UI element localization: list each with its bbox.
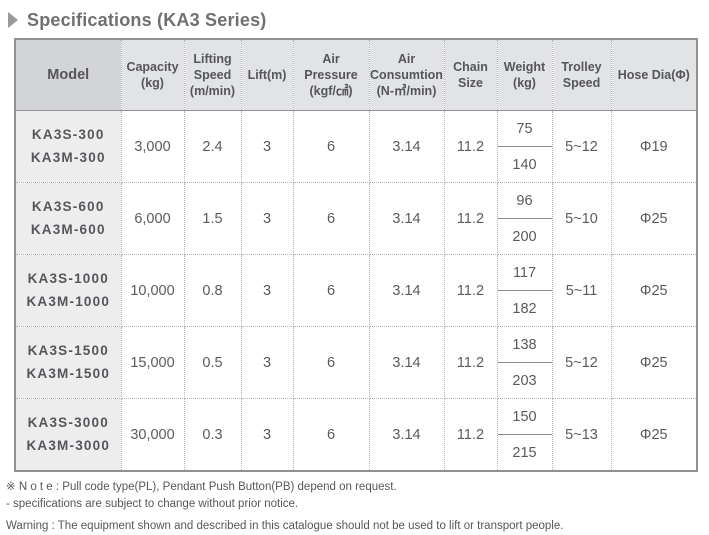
weight-split: 117 182 bbox=[498, 256, 551, 326]
cell-trolley_speed: 5~11 bbox=[551, 254, 612, 327]
weight-top-value: 117 bbox=[498, 256, 551, 291]
cell-lifting_speed: 0.3 bbox=[183, 398, 242, 472]
cell-air_consumption: 3.14 bbox=[368, 254, 445, 327]
weight-top-value: 150 bbox=[498, 399, 551, 435]
weight-bottom-value: 203 bbox=[512, 372, 537, 389]
cell-hose_dia: Φ25 bbox=[610, 182, 698, 255]
cell-capacity: 6,000 bbox=[120, 182, 185, 255]
cell-lift: 3 bbox=[240, 398, 294, 472]
warning-line: Warning : The equipment shown and descri… bbox=[6, 520, 564, 533]
table-header: Model Capacity (kg) Lifting Speed (m/min) L… bbox=[14, 38, 698, 111]
cell-air_pressure: 6 bbox=[292, 182, 370, 255]
cell-lifting_speed: 0.8 bbox=[183, 254, 242, 327]
cell-capacity: 30,000 bbox=[120, 398, 185, 472]
cell-weight: 138 203 bbox=[496, 326, 553, 399]
cell-hose_dia: Φ25 bbox=[610, 326, 698, 399]
cell-trolley_speed: 5~12 bbox=[551, 110, 612, 183]
cell-chain_size: 11.2 bbox=[443, 110, 498, 183]
column-header-air_consumption: Air Consumtion (N-㎥/min) bbox=[368, 38, 445, 111]
table-row: KA3S-3000 KA3M-3000 30,000 0.3 3 6 3.14 11.2 15… bbox=[14, 398, 698, 472]
weight-bottom-value: 215 bbox=[512, 444, 537, 461]
cell-lifting_speed: 1.5 bbox=[183, 182, 242, 255]
section-title-row: Specifications (KA3 Series) bbox=[0, 0, 709, 38]
weight-split: 75 140 bbox=[498, 112, 551, 182]
cell-lift: 3 bbox=[240, 254, 294, 327]
cell-weight: 96 200 bbox=[496, 182, 553, 255]
cell-hose_dia: Φ25 bbox=[610, 254, 698, 327]
cell-capacity: 15,000 bbox=[120, 326, 185, 399]
cell-lifting_speed: 0.5 bbox=[183, 326, 242, 399]
cell-chain_size: 11.2 bbox=[443, 182, 498, 255]
cell-air_consumption: 3.14 bbox=[368, 398, 445, 472]
note-line: ※ N o t e : Pull code type(PL), Pendant … bbox=[6, 481, 397, 493]
cell-lift: 3 bbox=[240, 326, 294, 399]
cell-air_pressure: 6 bbox=[292, 110, 370, 183]
cell-lifting_speed: 2.4 bbox=[183, 110, 242, 183]
weight-split: 150 215 bbox=[498, 399, 551, 470]
cell-trolley_speed: 5~13 bbox=[551, 398, 612, 472]
cell-trolley_speed: 5~12 bbox=[551, 326, 612, 399]
column-header-model: Model bbox=[14, 38, 122, 111]
cell-model: KA3S-300 KA3M-300 bbox=[14, 110, 122, 183]
cell-model: KA3S-1500 KA3M-1500 bbox=[14, 326, 122, 399]
column-header-air_pressure: Air Pressure (kgf/㎠) bbox=[292, 38, 370, 111]
footnotes: ※ N o t e : Pull code type(PL), Pendant … bbox=[6, 479, 709, 535]
cell-hose_dia: Φ19 bbox=[610, 110, 698, 183]
cell-capacity: 3,000 bbox=[120, 110, 185, 183]
weight-bottom-value: 200 bbox=[512, 228, 537, 245]
cell-hose_dia: Φ25 bbox=[610, 398, 698, 472]
cell-weight: 117 182 bbox=[496, 254, 553, 327]
weight-split: 138 203 bbox=[498, 328, 551, 398]
cell-air_consumption: 3.14 bbox=[368, 110, 445, 183]
cell-model: KA3S-600 KA3M-600 bbox=[14, 182, 122, 255]
cell-air_pressure: 6 bbox=[292, 398, 370, 472]
weight-bottom-value: 182 bbox=[512, 300, 537, 317]
spec-table: Model Capacity (kg) Lifting Speed (m/min) L… bbox=[14, 38, 698, 472]
column-header-lifting_speed: Lifting Speed (m/min) bbox=[183, 38, 242, 111]
table-row: KA3S-1000 KA3M-1000 10,000 0.8 3 6 3.14 11.2 11… bbox=[14, 254, 698, 327]
weight-top-value: 96 bbox=[498, 184, 551, 219]
column-header-hose_dia: Hose Dia(Φ) bbox=[610, 38, 698, 111]
cell-chain_size: 11.2 bbox=[443, 254, 498, 327]
table-body: KA3S-300 KA3M-300 3,000 2.4 3 6 3.14 11.2 75 140… bbox=[14, 110, 698, 472]
weight-bottom-value: 140 bbox=[512, 156, 537, 173]
column-header-weight: Weight (kg) bbox=[496, 38, 553, 111]
cell-model: KA3S-1000 KA3M-1000 bbox=[14, 254, 122, 327]
weight-top-value: 75 bbox=[498, 112, 551, 147]
cell-model: KA3S-3000 KA3M-3000 bbox=[14, 398, 122, 472]
column-header-capacity: Capacity (kg) bbox=[120, 38, 185, 111]
cell-capacity: 10,000 bbox=[120, 254, 185, 327]
cell-weight: 150 215 bbox=[496, 398, 553, 472]
header-row: Model Capacity (kg) Lifting Speed (m/min) L… bbox=[14, 38, 698, 111]
cell-weight: 75 140 bbox=[496, 110, 553, 183]
column-header-trolley_speed: Trolley Speed bbox=[551, 38, 612, 111]
section-arrow-icon bbox=[8, 12, 18, 28]
cell-air_pressure: 6 bbox=[292, 326, 370, 399]
table-row: KA3S-300 KA3M-300 3,000 2.4 3 6 3.14 11.2 75 140… bbox=[14, 110, 698, 183]
note-line: - specifications are subject to change w… bbox=[6, 497, 299, 510]
cell-air_consumption: 3.14 bbox=[368, 326, 445, 399]
cell-chain_size: 11.2 bbox=[443, 326, 498, 399]
cell-trolley_speed: 5~10 bbox=[551, 182, 612, 255]
cell-chain_size: 11.2 bbox=[443, 398, 498, 472]
weight-top-value: 138 bbox=[498, 328, 551, 363]
cell-lift: 3 bbox=[240, 182, 294, 255]
table-row: KA3S-600 KA3M-600 6,000 1.5 3 6 3.14 11.2 96 200… bbox=[14, 182, 698, 255]
column-header-chain_size: Chain Size bbox=[443, 38, 498, 111]
weight-split: 96 200 bbox=[498, 184, 551, 254]
page-title: Specifications (KA3 Series) bbox=[27, 9, 267, 30]
cell-air_pressure: 6 bbox=[292, 254, 370, 327]
table-row: KA3S-1500 KA3M-1500 15,000 0.5 3 6 3.14 11.2 13… bbox=[14, 326, 698, 399]
column-header-lift: Lift(m) bbox=[240, 38, 294, 111]
cell-lift: 3 bbox=[240, 110, 294, 183]
cell-air_consumption: 3.14 bbox=[368, 182, 445, 255]
